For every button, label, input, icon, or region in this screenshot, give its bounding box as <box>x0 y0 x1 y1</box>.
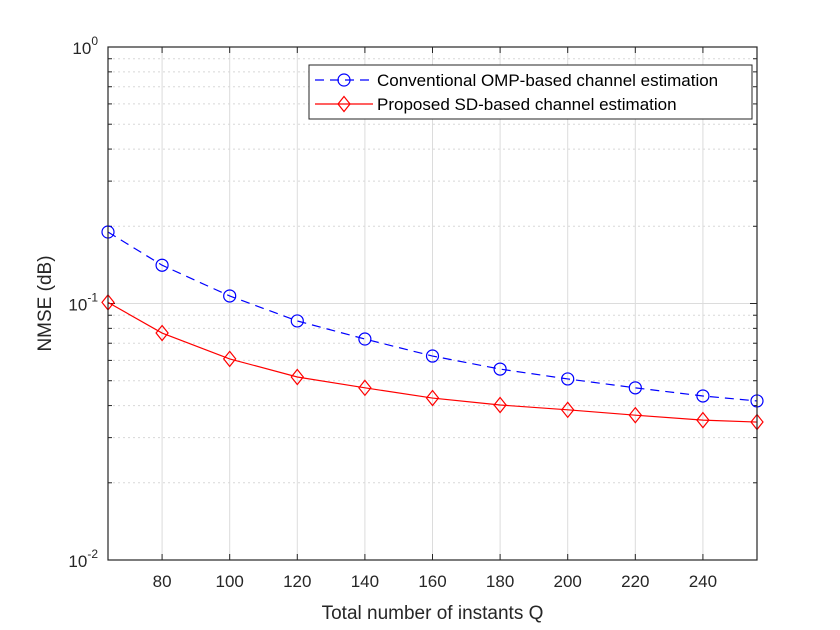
data-point-circle <box>628 381 642 395</box>
data-point-circle <box>290 314 304 328</box>
x-tick-label: 200 <box>554 572 582 591</box>
data-point-diamond <box>493 396 507 414</box>
data-point-diamond <box>628 406 643 424</box>
data-point-diamond <box>358 379 372 397</box>
y-tick-label-base: 10 <box>72 39 91 58</box>
y-tick-label-base: 10 <box>68 552 87 571</box>
series-line-0 <box>107 231 758 402</box>
data-point-circle <box>155 258 169 272</box>
series <box>101 225 764 431</box>
y-tick-label: 10-2 <box>68 547 98 571</box>
y-tick-label-exponent: 0 <box>91 34 98 48</box>
data-point-circle <box>425 349 440 363</box>
legend-box <box>308 64 753 120</box>
y-axis-label: NMSE (dB) <box>35 255 56 351</box>
legend-entries: Conventional OMP-based channel estimatio… <box>315 71 718 114</box>
y-tick-label-exponent: -2 <box>87 547 98 561</box>
x-tick-label: 80 <box>153 572 172 591</box>
y-tick-label: 100 <box>72 34 98 58</box>
data-point-diamond <box>155 324 169 342</box>
legend-label: Conventional OMP-based channel estimatio… <box>377 71 718 90</box>
data-point-diamond <box>222 350 237 368</box>
x-tick-label: 160 <box>418 572 446 591</box>
x-tick-label: 140 <box>351 572 379 591</box>
legend: Conventional OMP-based channel estimatio… <box>308 64 753 120</box>
x-tick-label: 180 <box>486 572 514 591</box>
legend-marker-diamond <box>337 95 351 113</box>
data-point-circle <box>493 362 507 376</box>
data-point-circle <box>358 332 372 346</box>
data-point-diamond <box>290 368 305 386</box>
y-tick-label-exponent: -1 <box>87 291 98 305</box>
data-point-circle <box>561 372 575 386</box>
data-point-circle <box>223 289 237 303</box>
data-point-diamond <box>425 389 440 407</box>
legend-label: Proposed SD-based channel estimation <box>377 95 677 114</box>
data-point-diamond <box>696 411 710 429</box>
x-tick-label: 220 <box>621 572 649 591</box>
legend-marker-circle <box>337 73 351 87</box>
y-tick-label: 10-1 <box>68 291 98 315</box>
grid <box>108 46 757 561</box>
x-tick-label: 120 <box>283 572 311 591</box>
data-point-circle <box>696 389 710 403</box>
series-line-1 <box>107 301 758 423</box>
y-tick-label-base: 10 <box>68 296 87 315</box>
x-tick-label: 100 <box>216 572 244 591</box>
x-tick-label: 240 <box>689 572 717 591</box>
x-axis-label: Total number of instants Q <box>322 603 544 624</box>
x-tick-labels: 80 100 120 140 160 180 200 220 240 <box>153 572 717 591</box>
plot-frame <box>107 46 758 561</box>
data-point-diamond <box>560 401 575 419</box>
